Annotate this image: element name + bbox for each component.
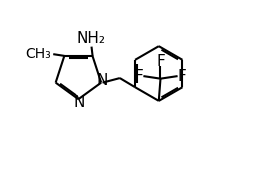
Text: F: F [177,69,186,84]
Text: F: F [135,69,144,84]
Text: N: N [97,73,108,88]
Text: NH₂: NH₂ [76,31,105,47]
Text: N: N [73,95,84,110]
Text: CH₃: CH₃ [25,47,51,61]
Text: F: F [156,54,165,69]
